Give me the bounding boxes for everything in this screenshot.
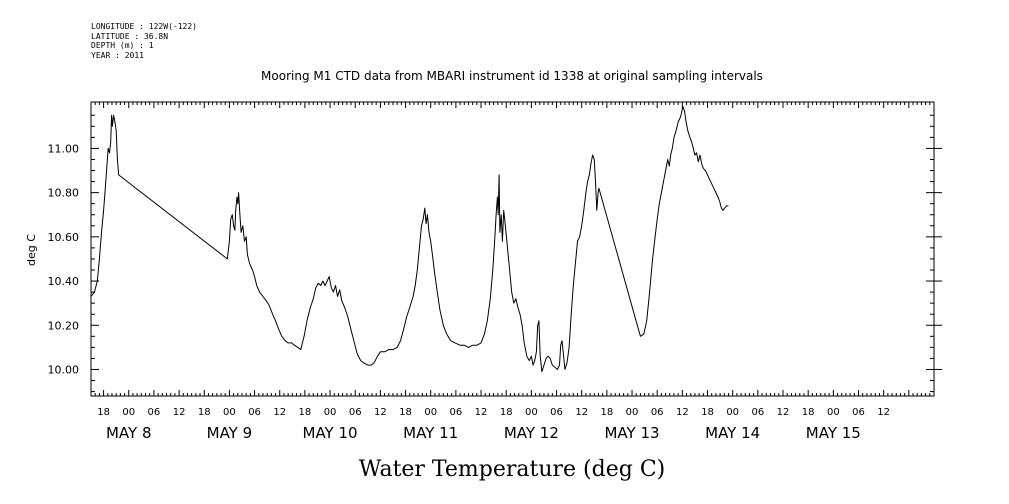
y-tick-label: 11.00 [48, 142, 80, 155]
x-day-label: MAY 12 [504, 424, 559, 442]
x-hour-tick-label: 18 [802, 407, 815, 418]
x-hour-tick-label: 12 [575, 407, 588, 418]
x-hour-tick-label: 06 [550, 407, 563, 418]
x-hour-tick-label: 00 [223, 407, 236, 418]
x-hour-tick-label: 12 [173, 407, 186, 418]
x-hour-tick-label: 18 [500, 407, 513, 418]
x-hour-tick-label: 00 [122, 407, 135, 418]
x-hour-tick-label: 18 [600, 407, 613, 418]
x-day-label: MAY 9 [207, 424, 253, 442]
chart-title: Mooring M1 CTD data from MBARI instrumen… [261, 69, 763, 83]
x-axis: 18 00 06 12 18 00 06 12 18 00 06 12 18 00 06 12 18 00 06 12… [90, 102, 935, 442]
x-hour-tick-label: 06 [751, 407, 764, 418]
x-hour-tick-label: 12 [777, 407, 790, 418]
y-axis: 10.00 10.20 10.40 10.60 10.80 11.00 [48, 114, 942, 393]
temperature-series-line [90, 105, 729, 373]
x-hour-tick-label: 18 [198, 407, 211, 418]
x-hour-tick-label: 00 [827, 407, 840, 418]
y-tick-label: 10.20 [48, 319, 80, 332]
x-day-label: MAY 14 [705, 424, 760, 442]
x-hour-tick-label: 12 [877, 407, 890, 418]
x-day-label: MAY 11 [403, 424, 458, 442]
y-tick-label: 10.40 [48, 275, 80, 288]
x-day-label: MAY 8 [106, 424, 152, 442]
x-hour-tick-label: 12 [676, 407, 689, 418]
x-hour-tick-label: 18 [299, 407, 312, 418]
x-hour-tick-label: 00 [525, 407, 538, 418]
x-hour-tick-label: 06 [349, 407, 362, 418]
year-label: YEAR : 2011 [91, 50, 144, 60]
x-hour-tick-label: 00 [324, 407, 337, 418]
latitude-label: LATITUDE : 36.8N [91, 31, 169, 41]
plot-frame [90, 101, 935, 397]
x-day-label: MAY 13 [604, 424, 659, 442]
longitude-label: LONGITUDE : 122W(-122) [91, 22, 197, 31]
x-hour-tick-label: 06 [450, 407, 463, 418]
y-axis-title: deg C [25, 234, 38, 266]
x-hour-tick-label: 12 [273, 407, 286, 418]
y-tick-label: 10.80 [48, 187, 80, 200]
x-hour-tick-label: 18 [97, 407, 110, 418]
x-hour-tick-label: 00 [626, 407, 639, 418]
depth-label: DEPTH (m) : 1 [91, 41, 154, 50]
x-hour-tick-label: 00 [424, 407, 437, 418]
x-axis-title: Water Temperature (deg C) [359, 457, 666, 482]
x-hour-tick-label: 00 [726, 407, 739, 418]
x-hour-tick-label: 06 [651, 407, 664, 418]
y-tick-label: 10.00 [48, 363, 80, 376]
x-day-label: MAY 15 [806, 424, 861, 442]
metadata-block: LONGITUDE : 122W(-122) LATITUDE : 36.8N … [91, 22, 197, 60]
x-hour-tick-label: 18 [399, 407, 412, 418]
x-day-label: MAY 10 [303, 424, 358, 442]
x-hour-tick-label: 06 [148, 407, 161, 418]
x-hour-tick-label: 18 [701, 407, 714, 418]
x-hour-tick-label: 06 [852, 407, 865, 418]
x-hour-tick-label: 06 [248, 407, 261, 418]
x-hour-tick-label: 12 [475, 407, 488, 418]
y-tick-label: 10.60 [48, 231, 80, 244]
x-hour-tick-label: 12 [374, 407, 387, 418]
